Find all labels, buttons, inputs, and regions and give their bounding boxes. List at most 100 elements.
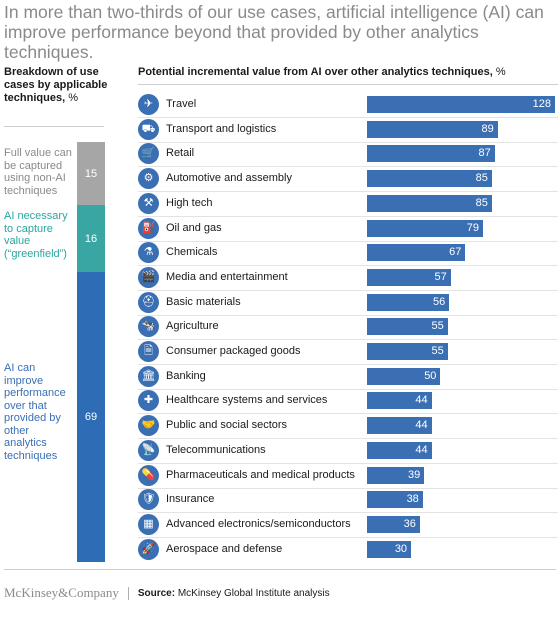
bar-row: ⛑ Basic materials 56 xyxy=(138,291,558,316)
category-label: Telecommunications xyxy=(166,443,266,456)
director-chair-icon: 🎬 xyxy=(138,266,159,288)
signal-tower-icon: 📡 xyxy=(138,439,159,461)
row-divider xyxy=(138,512,558,514)
row-divider xyxy=(138,536,558,538)
bar-row: ⚒ High tech 85 xyxy=(138,192,558,217)
footer-divider xyxy=(4,569,556,570)
data-label: 55 xyxy=(431,345,444,357)
category-label: Retail xyxy=(166,147,195,160)
row-divider xyxy=(138,141,558,143)
bar xyxy=(367,466,425,484)
category-label: Agriculture xyxy=(166,320,219,333)
stack-segment-value: 15 xyxy=(84,167,98,180)
stack-segment-value: 16 xyxy=(84,232,98,245)
data-label: 87 xyxy=(478,147,491,160)
category-label: Healthcare systems and services xyxy=(166,394,328,407)
flask-icon: ⚗ xyxy=(138,242,159,264)
row-divider xyxy=(138,438,558,440)
bar xyxy=(367,367,441,385)
car-icon: ⚙ xyxy=(138,168,159,190)
bar xyxy=(367,120,498,138)
data-label: 44 xyxy=(415,419,428,432)
row-divider xyxy=(138,388,558,390)
right-heading-unit: % xyxy=(495,66,506,78)
data-label: 56 xyxy=(433,295,446,308)
right-panel-heading: Potential incremental value from AI over… xyxy=(138,66,558,79)
data-label: 39 xyxy=(408,468,421,481)
row-divider xyxy=(138,462,558,464)
row-divider xyxy=(138,364,558,365)
right-heading-divider xyxy=(138,84,558,85)
data-label: 67 xyxy=(449,246,462,259)
oil-drop-icon: ⛽ xyxy=(138,217,159,239)
row-divider xyxy=(138,339,558,341)
stack-segment-label: Full value can be captured using non-AI … xyxy=(4,147,72,197)
category-label: Media and entertainment xyxy=(166,270,288,283)
category-label: Basic materials xyxy=(166,295,241,308)
bar xyxy=(367,540,412,558)
category-label: Insurance xyxy=(166,493,215,506)
robot-arm-icon: ⚒ xyxy=(138,192,159,214)
source-note: Source: McKinsey Global Institute analys… xyxy=(138,588,330,599)
row-divider xyxy=(138,240,558,242)
bar xyxy=(367,268,451,286)
chart-title: In more than two-thirds of our use cases… xyxy=(4,2,544,62)
rocket-icon: 🚀 xyxy=(138,538,159,560)
row-divider xyxy=(138,191,558,193)
stack-segment-label: AI can improve performance over that pro… xyxy=(4,362,66,462)
category-label: Chemicals xyxy=(166,246,218,259)
bar-row: 📡 Telecommunications 44 xyxy=(138,439,558,464)
bar-row: 🛒 Retail 87 xyxy=(138,143,558,168)
category-label: Consumer packaged goods xyxy=(166,345,301,357)
bar xyxy=(367,392,432,410)
bar xyxy=(367,515,420,533)
truck-icon: ⛟ xyxy=(138,118,159,140)
data-label: 89 xyxy=(481,122,494,135)
row-divider xyxy=(138,413,558,415)
row-divider xyxy=(138,289,558,291)
data-label: 85 xyxy=(475,196,488,209)
bar xyxy=(367,318,448,336)
row-divider xyxy=(138,265,558,267)
pill-icon: 💊 xyxy=(138,464,159,486)
bar xyxy=(367,170,492,188)
bar xyxy=(367,96,555,113)
bar-row: 🛡 Insurance 38 xyxy=(138,489,558,514)
data-label: 85 xyxy=(475,172,488,185)
source-label: Source: xyxy=(137,587,176,599)
stack-segment-2: 16 xyxy=(77,205,105,273)
bar-row: 🐄 Agriculture 55 xyxy=(138,316,558,341)
brand-logo: McKinsey&Company xyxy=(4,585,119,600)
row-divider xyxy=(138,215,558,217)
airplane-icon: ✈ xyxy=(138,94,159,115)
bar-row: 🚀 Aerospace and defense 30 xyxy=(138,538,558,560)
data-label: 50 xyxy=(424,369,437,382)
data-label: 55 xyxy=(431,320,444,333)
source-text: McKinsey Global Institute analysis xyxy=(177,587,330,599)
left-heading-text: Breakdown of use cases by applicable tec… xyxy=(4,66,108,104)
category-label: Travel xyxy=(166,98,197,110)
bar-row: ⛟ Transport and logistics 89 xyxy=(138,118,558,143)
category-label: Banking xyxy=(166,369,206,382)
category-label: Aerospace and defense xyxy=(166,542,283,555)
bar xyxy=(367,244,466,262)
footer-separator xyxy=(127,586,129,600)
data-label: 44 xyxy=(415,394,428,407)
category-label: Oil and gas xyxy=(166,221,222,234)
row-divider xyxy=(138,314,558,316)
bar xyxy=(367,343,448,360)
row-divider xyxy=(138,487,558,489)
category-label: Transport and logistics xyxy=(166,122,277,135)
bar xyxy=(367,145,495,163)
shopping-cart-icon: 🛒 xyxy=(138,143,159,165)
stack-segment-3: 69 xyxy=(77,272,105,562)
category-label: Public and social sectors xyxy=(166,419,288,432)
right-heading-text: Potential incremental value from AI over… xyxy=(138,66,493,78)
bar-row: 🎬 Media and entertainment 57 xyxy=(138,266,558,291)
bank-icon: 🏛 xyxy=(138,365,159,387)
footer: McKinsey&Company Source: McKinsey Global… xyxy=(4,585,330,601)
left-heading-unit: % xyxy=(68,92,78,104)
data-label: 38 xyxy=(406,493,419,506)
category-label: High tech xyxy=(166,196,213,209)
bar xyxy=(367,219,484,237)
